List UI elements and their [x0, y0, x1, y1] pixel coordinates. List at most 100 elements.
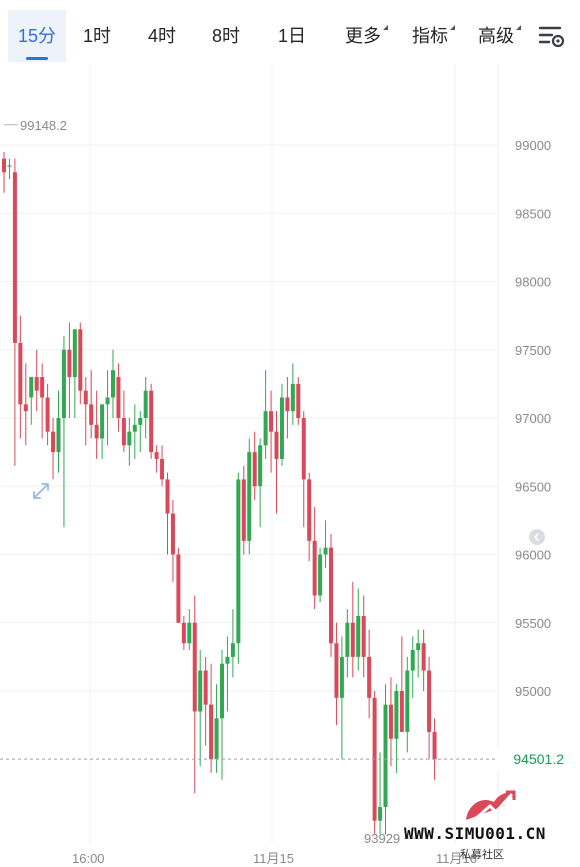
tab-label: 1日 [277, 26, 306, 46]
candle-body [345, 622, 350, 657]
y-axis-label: 97500 [515, 343, 551, 358]
timeframe-tabs: 15分 1时 4时 8时 1日 更多 指标 高级 [0, 0, 580, 64]
candle-body [29, 377, 34, 398]
candle-body [361, 615, 366, 657]
candle-body [100, 404, 105, 439]
candle-body [410, 650, 415, 671]
candle-body [252, 452, 257, 487]
candle-body [378, 807, 383, 821]
candle-body [405, 670, 410, 732]
candle-body [7, 165, 12, 167]
y-axis-label: 98000 [515, 275, 551, 290]
candle-body [105, 397, 110, 405]
candle-body [339, 656, 344, 698]
candlestick-chart[interactable]: 99000 98500 98000 97500 97000 96500 96000 95500… [0, 64, 580, 867]
candle-body [18, 342, 23, 405]
tab-7[interactable]: 高级 [467, 10, 525, 62]
candle-body [323, 547, 328, 555]
candle-body [258, 445, 263, 487]
candle-body [427, 670, 432, 732]
candle-body [416, 643, 421, 651]
dropdown-triangle-icon [383, 25, 388, 30]
tab-1[interactable]: 1时 [72, 10, 122, 62]
candle-body [220, 663, 224, 719]
candle-body [383, 704, 388, 808]
active-tab-underline [26, 57, 48, 60]
candle-body [89, 404, 94, 425]
candle-body [334, 643, 339, 698]
high-price-label: 99148.2 [20, 118, 67, 133]
tab-0[interactable]: 15分 [8, 10, 66, 62]
tab-label: 4时 [147, 26, 176, 46]
candle-body [143, 390, 148, 418]
y-axis-label: 97000 [515, 411, 551, 426]
candle-body [274, 431, 279, 459]
candle-body [421, 643, 426, 671]
candle-body [263, 411, 268, 446]
candle-body [160, 458, 165, 480]
candle-body [209, 704, 214, 760]
last-price-value: 94501.2 [513, 751, 564, 767]
tab-label: 指标 [412, 25, 455, 46]
candle-body [12, 172, 17, 343]
candle-body [127, 431, 132, 446]
y-axis-label: 98500 [515, 206, 551, 221]
candle-body [111, 370, 115, 398]
y-axis-label: 99000 [515, 138, 551, 153]
tab-5[interactable]: 更多 [334, 10, 392, 62]
candle-body [241, 479, 246, 541]
candle-body [192, 622, 197, 712]
tab-3[interactable]: 8时 [201, 10, 251, 62]
x-axis-label: 11月16 [436, 851, 477, 866]
candle-body [225, 656, 230, 664]
y-axis-label: 96500 [515, 479, 551, 494]
candle-body [394, 691, 399, 739]
candle-body [318, 554, 323, 596]
y-axis-label: 95000 [515, 684, 551, 699]
candle-body [301, 418, 306, 480]
candle-body [67, 349, 72, 378]
candle-body [279, 397, 284, 459]
watermark-text: WWW.SIMU001.CN [404, 824, 546, 843]
candle-body [72, 329, 77, 378]
candle-body [356, 615, 361, 657]
candle-body [154, 452, 159, 459]
candle-body [56, 418, 61, 453]
candle-body [165, 479, 170, 514]
candle-body [23, 404, 28, 412]
chart-settings-icon[interactable] [538, 24, 566, 50]
candle-body [116, 377, 121, 418]
candle-body [307, 479, 312, 541]
tab-2[interactable]: 4时 [136, 10, 188, 62]
candle-body [399, 691, 404, 732]
candle-body [214, 718, 219, 760]
watermark-subtitle: 私募社区 [460, 849, 504, 861]
watermark: WWW.SIMU001.CN 私募社区 [404, 786, 580, 867]
candle-body [138, 418, 143, 425]
candle-body [269, 411, 274, 432]
candle-body [230, 643, 235, 657]
candle-body [132, 424, 137, 432]
candle-body [51, 431, 56, 453]
candle-body [61, 349, 66, 418]
candle-body [40, 377, 45, 398]
watermark-logo-icon [466, 790, 516, 822]
candle-body [285, 397, 290, 412]
expand-icon[interactable] [30, 480, 52, 502]
dropdown-triangle-icon [516, 25, 521, 30]
candle-body [2, 158, 6, 173]
candle-body [350, 622, 355, 657]
candle-body [170, 513, 175, 555]
candle-body [187, 622, 192, 644]
candle-body [149, 390, 154, 453]
candle-body [290, 383, 295, 412]
tab-6[interactable]: 指标 [401, 10, 459, 62]
candle-body [312, 540, 317, 596]
tab-label: 1时 [82, 26, 111, 46]
collapse-axis-icon[interactable] [529, 529, 545, 545]
candle-body [176, 554, 181, 623]
tab-4[interactable]: 1日 [267, 10, 317, 62]
candle-body [83, 390, 88, 405]
candle-body [198, 670, 203, 712]
candle-body [432, 731, 437, 760]
